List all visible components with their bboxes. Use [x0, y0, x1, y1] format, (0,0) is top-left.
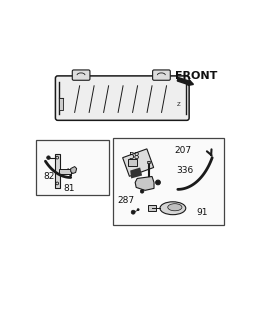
- Text: 336: 336: [176, 166, 193, 175]
- Polygon shape: [130, 168, 142, 179]
- Ellipse shape: [160, 202, 186, 215]
- Polygon shape: [123, 149, 154, 176]
- Text: 58: 58: [129, 152, 140, 161]
- Text: 82: 82: [43, 172, 55, 181]
- Text: 287: 287: [118, 196, 135, 205]
- Text: FRONT: FRONT: [175, 71, 218, 81]
- Bar: [59, 98, 63, 110]
- Bar: [128, 159, 136, 165]
- Text: 207: 207: [174, 146, 191, 155]
- Circle shape: [140, 189, 144, 193]
- Circle shape: [47, 156, 50, 159]
- FancyBboxPatch shape: [153, 70, 170, 80]
- Bar: [148, 205, 156, 211]
- Text: 91: 91: [196, 208, 207, 217]
- Polygon shape: [71, 166, 77, 173]
- Bar: [59, 169, 71, 173]
- FancyArrow shape: [177, 77, 194, 85]
- Ellipse shape: [168, 204, 182, 211]
- Bar: [147, 161, 150, 163]
- Circle shape: [157, 181, 159, 184]
- Bar: [36, 140, 109, 195]
- Text: Z: Z: [177, 101, 181, 107]
- Text: 81: 81: [63, 184, 74, 193]
- FancyBboxPatch shape: [72, 70, 90, 80]
- Circle shape: [131, 210, 135, 214]
- Bar: [55, 154, 60, 188]
- Circle shape: [137, 208, 140, 211]
- FancyBboxPatch shape: [55, 76, 189, 120]
- Bar: [113, 138, 225, 225]
- Circle shape: [156, 180, 160, 185]
- Polygon shape: [135, 177, 154, 190]
